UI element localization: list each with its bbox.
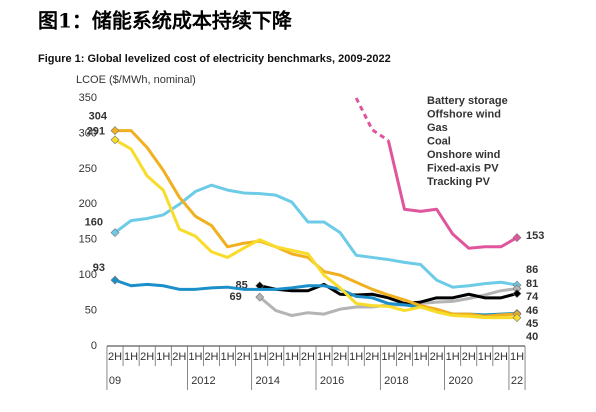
line-solid bbox=[114, 138, 517, 320]
data-label: 86 bbox=[526, 264, 538, 276]
data-label: 69 bbox=[229, 291, 241, 303]
chart-title: 图1：储能系统成本持续下降 bbox=[38, 9, 293, 33]
x-year-label: 22 bbox=[511, 375, 523, 387]
x-tick-label: 1H bbox=[285, 351, 299, 363]
data-label: 153 bbox=[526, 230, 544, 242]
x-year-label: 09 bbox=[109, 375, 121, 387]
x-tick-label: 1H bbox=[446, 351, 460, 363]
point-marker bbox=[512, 233, 522, 243]
y-tick-label: 0 bbox=[91, 340, 97, 352]
x-tick-label: 1H bbox=[221, 351, 235, 363]
data-label: 291 bbox=[87, 126, 105, 138]
x-tick-label: 1H bbox=[478, 351, 492, 363]
point-marker bbox=[110, 135, 120, 145]
y-tick-label: 150 bbox=[79, 234, 97, 246]
y-tick-label: 300 bbox=[79, 127, 97, 139]
x-year-label: 2018 bbox=[384, 375, 408, 387]
point-marker bbox=[255, 292, 265, 302]
x-tick-label: 2H bbox=[301, 351, 315, 363]
point-marker bbox=[512, 313, 522, 323]
point-marker bbox=[110, 228, 120, 238]
x-tick-label: 2H bbox=[494, 351, 508, 363]
x-tick-label: 2H bbox=[204, 351, 218, 363]
x-tick-label: 2H bbox=[333, 351, 347, 363]
data-label: 160 bbox=[85, 217, 103, 229]
x-tick-label: 1H bbox=[253, 351, 267, 363]
x-tick-label: 2H bbox=[269, 351, 283, 363]
x-tick-label: 1H bbox=[156, 351, 170, 363]
point-marker bbox=[110, 126, 120, 136]
data-label: 45 bbox=[526, 318, 538, 330]
x-year-label: 2016 bbox=[320, 375, 344, 387]
data-label: 46 bbox=[526, 305, 538, 317]
line-dashed bbox=[354, 97, 390, 142]
legend-item: Battery storage bbox=[427, 95, 508, 107]
x-year-label: 2012 bbox=[191, 375, 215, 387]
x-tick-label: 1H bbox=[317, 351, 331, 363]
x-tick-label: 2H bbox=[365, 351, 379, 363]
data-label: 304 bbox=[89, 111, 108, 123]
x-tick-label: 2H bbox=[140, 351, 154, 363]
x-tick-label: 1H bbox=[188, 351, 202, 363]
legend-item: Coal bbox=[427, 135, 451, 147]
y-tick-label: 350 bbox=[79, 92, 97, 104]
x-tick-label: 2H bbox=[108, 351, 122, 363]
y-tick-label: 200 bbox=[79, 198, 97, 210]
x-tick-label: 2H bbox=[430, 351, 444, 363]
y-tick-label: 250 bbox=[79, 163, 97, 175]
data-label: 40 bbox=[526, 331, 538, 343]
legend-item: Fixed-axis PV bbox=[427, 162, 499, 174]
x-tick-label: 2H bbox=[397, 351, 411, 363]
x-tick-label: 2H bbox=[462, 351, 476, 363]
legend-item: Tracking PV bbox=[427, 176, 491, 188]
line-solid bbox=[259, 282, 518, 305]
x-year-label: 2020 bbox=[448, 375, 472, 387]
y-axis-label: LCOE ($/MWh, nominal) bbox=[76, 74, 196, 86]
legend-item: Gas bbox=[427, 122, 448, 134]
point-marker bbox=[512, 289, 522, 298]
x-tick-label: 1H bbox=[124, 351, 138, 363]
data-label: 74 bbox=[526, 291, 539, 303]
line-solid bbox=[386, 140, 518, 250]
x-tick-label: 1H bbox=[349, 351, 363, 363]
y-tick-label: 50 bbox=[85, 304, 97, 316]
y-tick-label: 100 bbox=[79, 269, 97, 281]
data-label: 93 bbox=[93, 262, 105, 274]
point-marker bbox=[110, 275, 120, 285]
legend-item: Offshore wind bbox=[427, 108, 501, 120]
legend-item: Onshore wind bbox=[427, 149, 500, 161]
x-tick-label: 1H bbox=[413, 351, 427, 363]
data-label: 81 bbox=[526, 278, 538, 290]
x-tick-label: 2H bbox=[237, 351, 251, 363]
x-year-label: 2014 bbox=[256, 375, 280, 387]
x-tick-label: 1H bbox=[381, 351, 395, 363]
chart-subtitle: Figure 1: Global levelized cost of elect… bbox=[38, 53, 391, 65]
x-tick-label: 2H bbox=[172, 351, 186, 363]
x-tick-label: 1H bbox=[510, 351, 524, 363]
